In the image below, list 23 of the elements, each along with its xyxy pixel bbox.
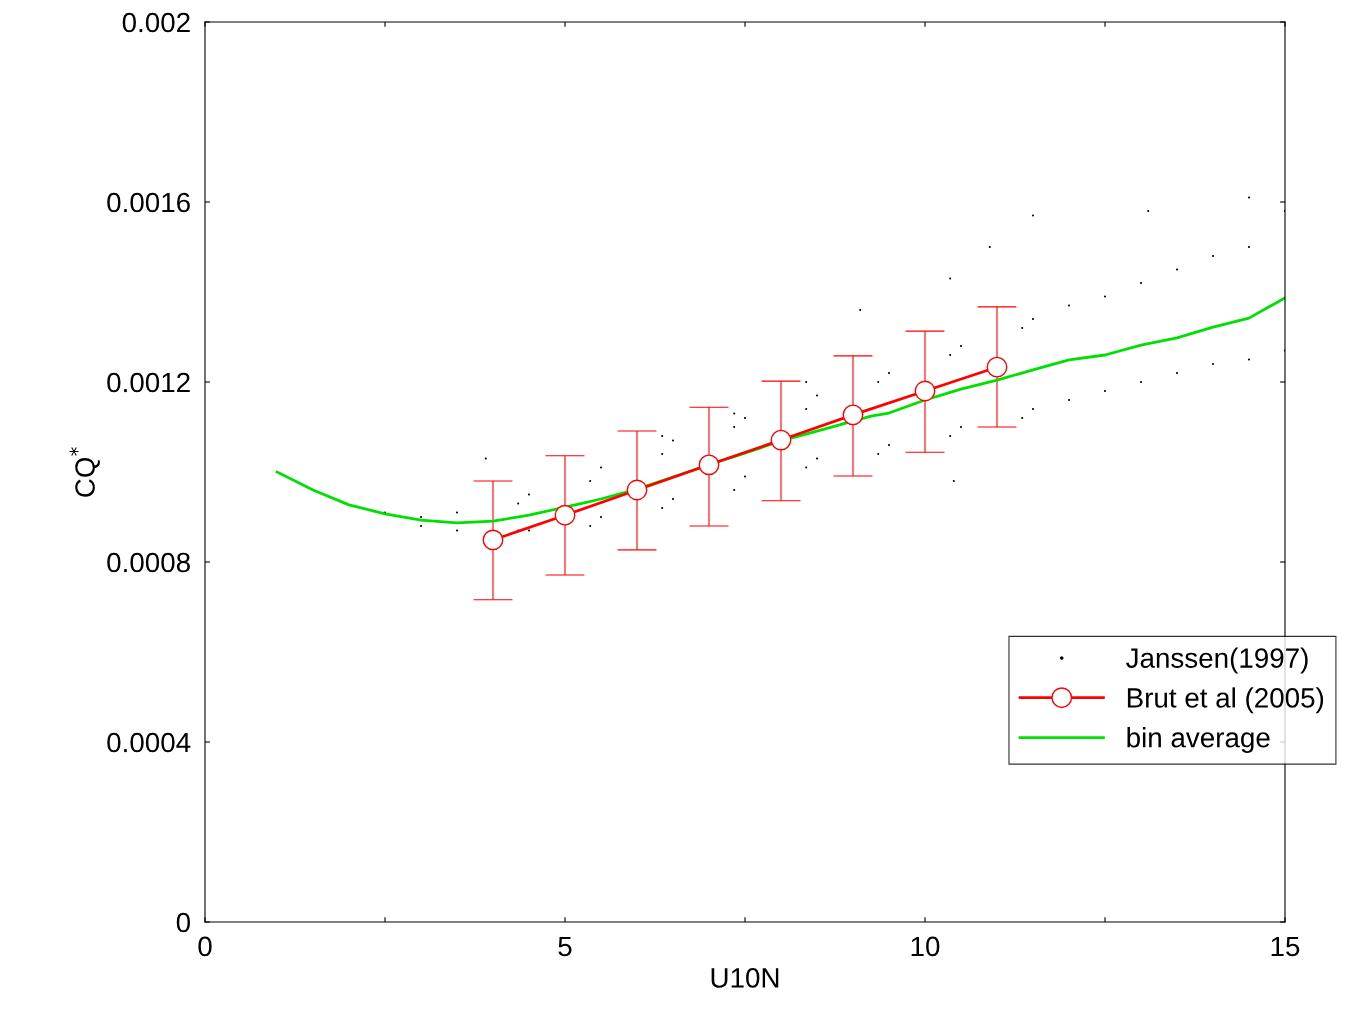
y-tick-label: 0.0008 [107, 552, 190, 573]
point [986, 356, 1008, 378]
y-axis-title: CQ$^{*}$ [69, 447, 100, 497]
point [482, 529, 504, 551]
y-tick-label: 0 [176, 912, 191, 933]
point [842, 404, 864, 426]
x-tick-label: 5 [558, 936, 572, 957]
x-tick-label: 15 [1271, 936, 1300, 957]
point [914, 380, 936, 402]
point [770, 429, 792, 451]
y-tick-label: 0.0004 [107, 732, 191, 753]
x-tick-label: 0 [198, 936, 212, 957]
point [698, 454, 720, 476]
legend-label: Brut et al (2005) [1127, 687, 1324, 714]
x-axis-title: U10N [711, 968, 779, 988]
legend-label: bin average [1127, 727, 1270, 753]
x-tick-label: 10 [911, 936, 940, 957]
legend-label: Janssen(1997) [1126, 647, 1308, 674]
y-tick-label: 0.002 [122, 12, 190, 33]
point [554, 504, 576, 526]
point [626, 479, 648, 501]
y-tick-label: 0.0012 [107, 372, 190, 393]
y-tick-label: 0.0016 [107, 192, 190, 213]
